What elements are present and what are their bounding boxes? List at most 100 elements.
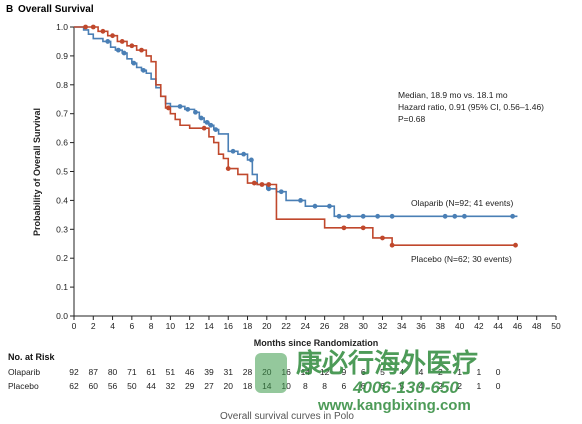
risk-value: 1 bbox=[477, 367, 482, 377]
watermark-logo: 康必行海外医疗 4006-130-650 www.kangbixing.com bbox=[255, 348, 478, 414]
censor-mark-placebo bbox=[90, 24, 96, 30]
censor-mark-olaparib bbox=[346, 213, 352, 219]
risk-value: 6 bbox=[342, 381, 347, 391]
x-tick-label: 40 bbox=[455, 321, 465, 331]
x-tick-label: 24 bbox=[301, 321, 311, 331]
y-tick-label: 0.9 bbox=[56, 51, 68, 61]
y-tick-label: 0.1 bbox=[56, 282, 68, 292]
censor-mark-olaparib bbox=[193, 109, 198, 115]
censor-mark-olaparib bbox=[213, 127, 219, 132]
censor-mark-placebo bbox=[100, 28, 106, 34]
y-tick-label: 0.5 bbox=[56, 167, 68, 177]
risk-value: 32 bbox=[166, 381, 176, 391]
risk-row-olaparib-name: Olaparib bbox=[8, 367, 40, 377]
risk-value: 50 bbox=[127, 381, 137, 391]
y-tick-label: 0.6 bbox=[56, 138, 68, 148]
censor-mark-placebo bbox=[266, 182, 272, 187]
risk-value: 4 bbox=[419, 381, 424, 391]
risk-value: 6 bbox=[380, 381, 385, 391]
y-tick-label: 0.3 bbox=[56, 224, 68, 234]
olaparib-series-label: Olaparib (N=92; 41 events) bbox=[411, 198, 513, 208]
censor-mark-olaparib bbox=[248, 157, 254, 163]
x-tick-label: 16 bbox=[224, 321, 234, 331]
x-tick-label: 46 bbox=[513, 321, 523, 331]
censor-mark-olaparib bbox=[131, 60, 137, 66]
x-tick-label: 0 bbox=[72, 321, 77, 331]
risk-value: 1 bbox=[457, 367, 462, 377]
risk-value: 56 bbox=[108, 381, 118, 391]
censor-mark-olaparib bbox=[278, 189, 284, 195]
censor-mark-olaparib bbox=[177, 104, 183, 109]
hazard-ratio-annotation: Hazard ratio, 0.91 (95% CI, 0.56–1.46) bbox=[398, 102, 544, 112]
risk-value: 8 bbox=[322, 381, 327, 391]
x-tick-label: 28 bbox=[339, 321, 349, 331]
risk-value: 6 bbox=[361, 367, 366, 377]
censor-mark-placebo bbox=[513, 242, 518, 248]
censor-mark-olaparib bbox=[198, 115, 204, 121]
risk-value: 8 bbox=[303, 381, 308, 391]
series-line-olaparib bbox=[74, 26, 518, 218]
censor-mark-olaparib bbox=[241, 151, 247, 157]
censor-mark-placebo bbox=[259, 182, 265, 187]
risk-value: 2 bbox=[438, 381, 443, 391]
y-tick-label: 1.0 bbox=[56, 22, 68, 32]
risk-value: 9 bbox=[342, 367, 347, 377]
risk-value: 4 bbox=[419, 367, 424, 377]
censor-mark-olaparib bbox=[452, 213, 458, 219]
risk-value: 29 bbox=[185, 381, 195, 391]
risk-value: 5 bbox=[380, 367, 385, 377]
censor-mark-olaparib bbox=[105, 39, 111, 44]
risk-row-placebo-name: Placebo bbox=[8, 381, 39, 391]
x-tick-label: 2 bbox=[91, 321, 96, 331]
censor-mark-olaparib bbox=[462, 213, 467, 219]
censor-mark-olaparib bbox=[360, 213, 366, 219]
watermark-icon bbox=[255, 353, 287, 393]
x-tick-label: 18 bbox=[243, 321, 253, 331]
risk-value: 61 bbox=[146, 367, 156, 377]
censor-mark-placebo bbox=[389, 242, 395, 248]
censor-mark-placebo bbox=[166, 105, 171, 111]
median-annotation: Median, 18.9 mo vs. 18.1 mo bbox=[398, 90, 508, 100]
censor-mark-olaparib bbox=[230, 148, 236, 154]
x-tick-label: 48 bbox=[532, 321, 542, 331]
censor-mark-olaparib bbox=[115, 47, 121, 53]
censor-mark-olaparib bbox=[336, 213, 342, 219]
y-tick-label: 0.4 bbox=[56, 195, 68, 205]
censor-mark-olaparib bbox=[141, 67, 146, 73]
censor-mark-placebo bbox=[129, 43, 135, 49]
x-tick-label: 32 bbox=[378, 321, 388, 331]
x-tick-label: 8 bbox=[149, 321, 154, 331]
risk-value: 44 bbox=[146, 381, 156, 391]
risk-value: 4 bbox=[399, 367, 404, 377]
x-tick-label: 44 bbox=[493, 321, 503, 331]
risk-value: 60 bbox=[89, 381, 99, 391]
placebo-series-label: Placebo (N=62; 30 events) bbox=[411, 254, 512, 264]
y-tick-label: 0.2 bbox=[56, 253, 68, 263]
series-line-placebo bbox=[74, 26, 518, 246]
x-tick-label: 22 bbox=[281, 321, 291, 331]
censor-mark-placebo bbox=[251, 180, 257, 186]
censor-mark-placebo bbox=[110, 33, 115, 39]
p-value-annotation: P=0.68 bbox=[398, 114, 425, 124]
censor-mark-olaparib bbox=[185, 106, 191, 112]
censor-mark-placebo bbox=[201, 125, 207, 131]
risk-value: 6 bbox=[361, 381, 366, 391]
risk-value: 5 bbox=[399, 381, 404, 391]
risk-value: 31 bbox=[224, 367, 234, 377]
censor-mark-olaparib bbox=[389, 213, 395, 219]
censor-mark-placebo bbox=[341, 225, 347, 231]
risk-value: 46 bbox=[185, 367, 195, 377]
risk-value: 28 bbox=[243, 367, 253, 377]
y-tick-label: 0.7 bbox=[56, 109, 68, 119]
x-tick-label: 6 bbox=[129, 321, 134, 331]
y-tick-label: 0.0 bbox=[56, 311, 68, 321]
x-tick-label: 10 bbox=[166, 321, 176, 331]
censor-mark-olaparib bbox=[204, 119, 210, 125]
y-tick-label: 0.8 bbox=[56, 80, 68, 90]
risk-value: 62 bbox=[69, 381, 79, 391]
censor-mark-olaparib bbox=[266, 186, 272, 192]
risk-value: 39 bbox=[204, 367, 214, 377]
y-ticks: 0.0 0.1 0.2 0.3 0.4 0.5 0.6 0.7 0.8 0.9 1.0 bbox=[56, 22, 74, 321]
panel-letter: B bbox=[6, 4, 13, 15]
